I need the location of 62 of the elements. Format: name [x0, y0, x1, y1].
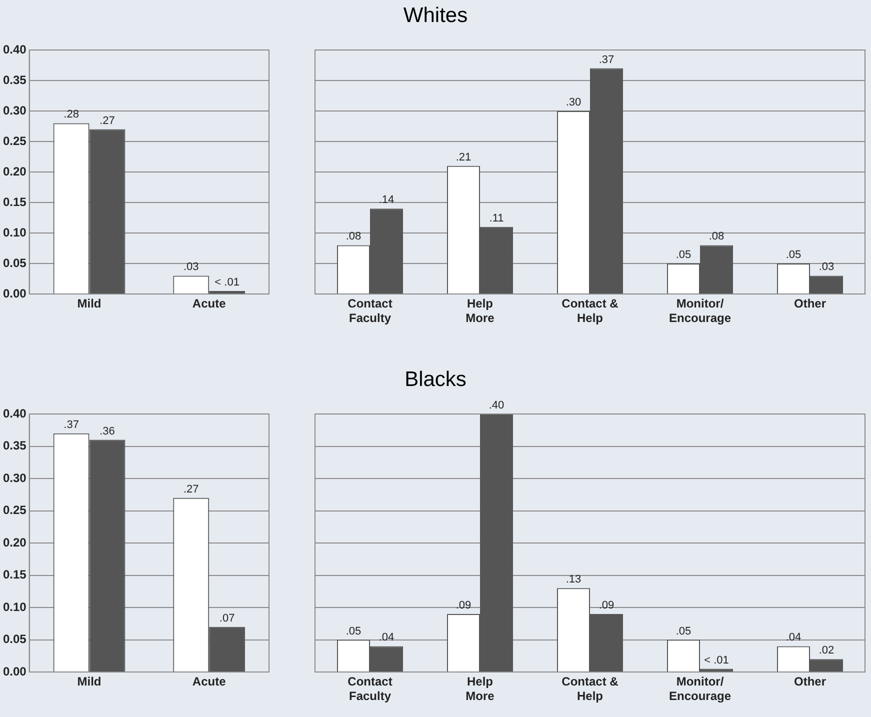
- data-label: .11: [489, 212, 504, 224]
- data-label: .05: [676, 625, 692, 638]
- data-label: .40: [488, 400, 504, 412]
- y-tick-label: 0.15: [2, 568, 27, 582]
- x-tick-label: Contact Faculty: [348, 296, 392, 325]
- x-tick-label: Acute: [192, 674, 226, 689]
- data-label: .09: [598, 599, 614, 612]
- x-tick-label: Help More: [466, 296, 495, 325]
- y-tick-label: 0.40: [2, 406, 27, 420]
- x-tick-label: Help More: [466, 674, 495, 703]
- x-tick-label: Contact & Help: [562, 296, 619, 325]
- y-tick-label: 0.15: [2, 194, 27, 209]
- data-label: .30: [566, 96, 582, 109]
- data-label: < .01: [704, 654, 729, 666]
- y-tick-label: 0.40: [2, 42, 27, 56]
- y-tick-label: 0.00: [2, 286, 27, 300]
- data-label: .27: [100, 114, 115, 127]
- data-label: .07: [219, 612, 235, 624]
- data-label: .27: [183, 483, 199, 496]
- y-tick-label: 0.30: [2, 470, 27, 485]
- data-label: .21: [456, 151, 472, 164]
- y-tick-label: 0.20: [2, 535, 27, 550]
- data-label: .04: [378, 632, 394, 644]
- x-tick-label: Other: [794, 674, 826, 689]
- data-label: .03: [183, 261, 199, 274]
- chart-title: Blacks: [404, 367, 468, 393]
- y-tick-label: 0.05: [2, 632, 27, 646]
- y-tick-label: 0.35: [2, 438, 27, 453]
- x-tick-label: Contact Faculty: [348, 674, 392, 703]
- x-tick-label: Mild: [77, 296, 102, 311]
- data-label: .28: [64, 108, 79, 121]
- y-tick-label: 0.25: [2, 134, 27, 148]
- data-label: .14: [378, 194, 394, 206]
- y-tick-label: 0.35: [2, 72, 27, 87]
- data-label: .05: [676, 249, 692, 262]
- data-label: .37: [64, 418, 79, 431]
- y-tick-label: 0.25: [2, 503, 27, 518]
- x-tick-label: Contact & Help: [562, 674, 619, 703]
- y-tick-label: 0.30: [2, 103, 27, 118]
- data-label: .05: [346, 625, 362, 638]
- y-tick-label: 0.10: [2, 225, 27, 240]
- x-tick-label: Mild: [77, 674, 102, 689]
- data-label: .02: [818, 644, 834, 657]
- data-label: .05: [786, 249, 802, 262]
- y-tick-label: 0.00: [2, 664, 27, 678]
- data-label: .03: [818, 261, 834, 274]
- data-label: .36: [100, 425, 115, 438]
- data-label: < .01: [214, 276, 240, 288]
- data-label: .08: [346, 230, 362, 243]
- data-label: .37: [598, 54, 614, 66]
- data-label: .04: [786, 632, 802, 644]
- x-tick-label: Monitor/Encourage: [668, 674, 732, 703]
- data-label: .08: [708, 230, 724, 243]
- data-label: .13: [566, 574, 582, 586]
- y-tick-label: 0.10: [2, 600, 27, 614]
- x-tick-label: Monitor/Encourage: [668, 296, 732, 325]
- y-tick-label: 0.05: [2, 256, 27, 270]
- chart-title: Whites: [402, 3, 469, 29]
- x-tick-label: Other: [794, 296, 826, 311]
- x-tick-label: Acute: [192, 296, 226, 311]
- data-label: .09: [456, 599, 472, 612]
- y-tick-label: 0.20: [2, 164, 27, 178]
